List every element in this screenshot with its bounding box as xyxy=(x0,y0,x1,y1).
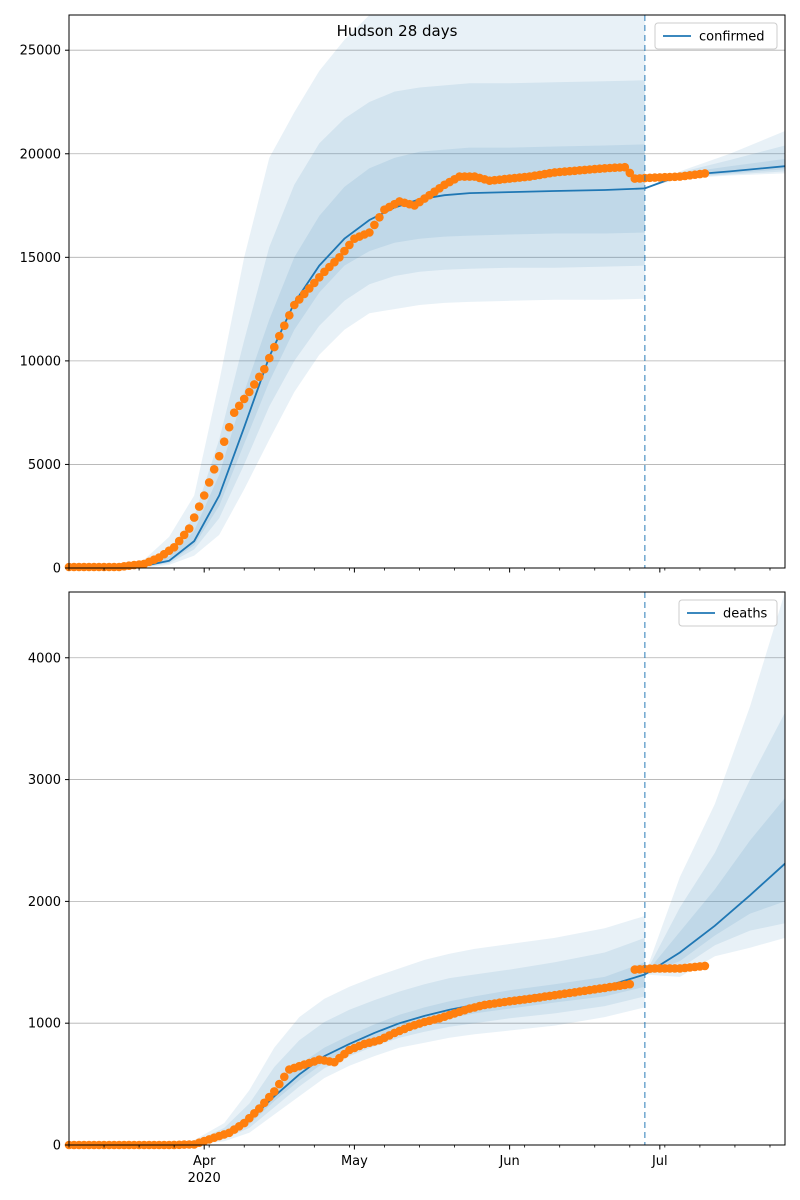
observed-point xyxy=(700,961,710,971)
y-tick-label: 3000 xyxy=(28,773,61,788)
observed-point xyxy=(280,321,289,331)
uncertainty-band xyxy=(644,145,785,189)
observed-point xyxy=(209,465,219,474)
deaths-points xyxy=(64,961,710,1150)
observed-point xyxy=(370,220,379,230)
observed-point xyxy=(345,240,354,250)
observed-point xyxy=(285,311,294,320)
confirmed-points xyxy=(64,162,710,572)
observed-point xyxy=(290,300,299,310)
observed-point xyxy=(239,394,249,404)
uncertainty-band xyxy=(644,712,785,975)
observed-point xyxy=(365,228,374,237)
observed-point xyxy=(300,289,309,299)
observed-point xyxy=(270,1087,279,1096)
y-tick-label: 2000 xyxy=(28,895,61,910)
observed-point xyxy=(700,169,710,178)
observed-point xyxy=(179,530,189,540)
observed-point xyxy=(280,1072,289,1082)
deaths-axes: 0 1000 2000 3000 4000 Apr 2020 May Jun Jul xyxy=(28,591,786,1186)
legend-label: deaths xyxy=(723,607,768,622)
observed-point xyxy=(174,536,184,546)
observed-point xyxy=(229,408,239,418)
observed-point xyxy=(335,252,344,262)
uncertainty-band xyxy=(69,916,645,1145)
x-tick-sublabel: 2020 xyxy=(188,1171,221,1186)
observed-point xyxy=(184,524,194,533)
x-tick-label: May xyxy=(341,1154,368,1169)
y-tick-label: 20000 xyxy=(20,147,61,162)
observed-point xyxy=(625,979,635,989)
y-tick-label: 0 xyxy=(53,1139,61,1154)
uncertainty-band xyxy=(644,158,785,189)
model-line xyxy=(644,862,785,976)
observed-point xyxy=(340,246,349,256)
confirmed-axes: 0 5000 10000 15000 20000 25000 xyxy=(20,14,786,577)
observed-point xyxy=(254,372,264,382)
observed-point xyxy=(260,1098,269,1108)
y-tick-label: 25000 xyxy=(20,44,61,59)
observed-point xyxy=(620,162,630,172)
deaths-legend: deaths xyxy=(678,599,778,627)
observed-point xyxy=(224,422,234,432)
uncertainty-band xyxy=(644,797,785,975)
observed-point xyxy=(275,1079,284,1089)
observed-point xyxy=(275,331,284,341)
uncertainty-band xyxy=(69,962,645,1145)
y-tick-label: 1000 xyxy=(28,1017,61,1032)
uncertainty-band xyxy=(69,15,645,568)
deaths-panel: 0 1000 2000 3000 4000 Apr 2020 May Jun Jul deaths xyxy=(28,591,786,1186)
observed-point xyxy=(295,295,304,304)
x-tick-label: Jul xyxy=(651,1154,668,1169)
axes-frame xyxy=(68,14,786,569)
confirmed-legend: confirmed xyxy=(654,22,778,50)
observed-point xyxy=(214,451,224,461)
y-tick-label: 0 xyxy=(53,562,61,577)
observed-point xyxy=(265,1092,274,1102)
y-tick-label: 4000 xyxy=(28,651,61,666)
y-tick-label: 5000 xyxy=(28,458,61,473)
legend-box xyxy=(678,599,778,627)
observed-point xyxy=(245,387,254,397)
observed-point xyxy=(625,168,635,178)
model-line xyxy=(69,187,645,568)
observed-point xyxy=(194,502,204,511)
uncertainty-band xyxy=(644,592,785,977)
observed-point xyxy=(270,342,279,352)
y-tick-label: 15000 xyxy=(20,251,61,266)
observed-point xyxy=(254,1104,264,1113)
observed-point xyxy=(305,284,314,293)
observed-point xyxy=(204,478,214,487)
x-tick-label: Apr xyxy=(193,1154,216,1169)
observed-point xyxy=(199,491,209,500)
chart-title: Hudson 28 days xyxy=(337,22,458,40)
observed-point xyxy=(250,380,259,389)
confirmed-panel: 0 5000 10000 15000 20000 25000 confirmed xyxy=(20,14,786,577)
axes-frame xyxy=(68,591,786,1146)
legend-box xyxy=(654,22,778,50)
observed-point xyxy=(375,213,384,222)
observed-point xyxy=(265,353,274,363)
observed-point xyxy=(189,513,199,522)
observed-point xyxy=(315,273,324,282)
observed-point xyxy=(260,364,269,374)
observed-point xyxy=(169,543,179,552)
observed-point xyxy=(234,401,244,411)
uncertainty-band xyxy=(69,80,645,568)
y-tick-label: 10000 xyxy=(20,354,61,369)
x-tick-label: Jun xyxy=(498,1154,519,1169)
legend-label: confirmed xyxy=(699,30,765,45)
observed-point xyxy=(310,278,319,288)
observed-point xyxy=(219,437,229,447)
